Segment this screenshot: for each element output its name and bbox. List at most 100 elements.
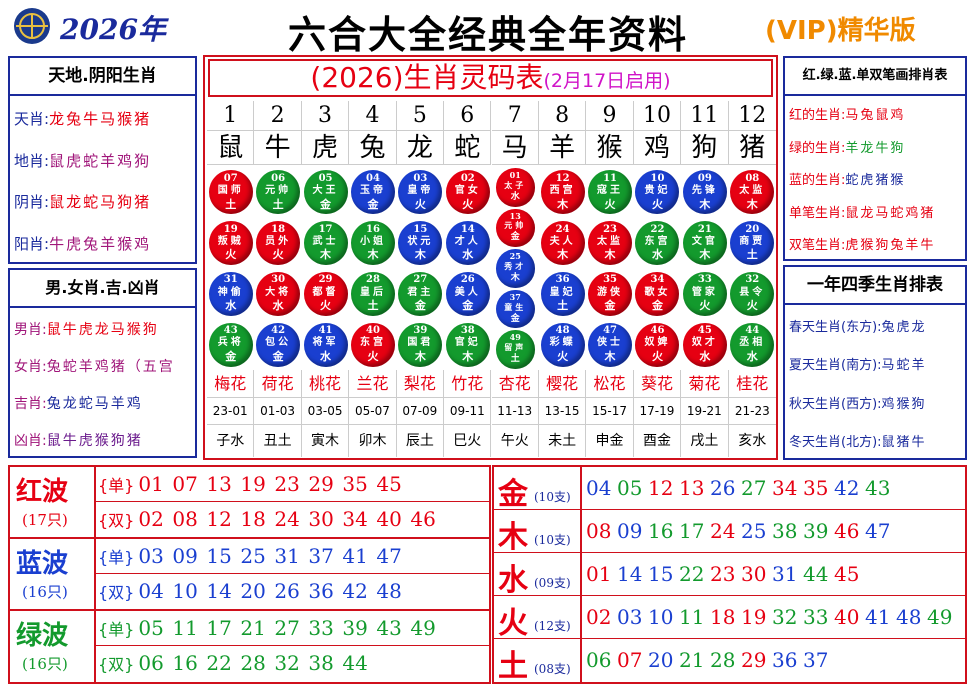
branch: 卯木	[349, 425, 397, 457]
wave-number: 21	[240, 616, 266, 640]
ball-element: 火	[699, 299, 711, 313]
panel-row: 夏天生肖(南方):马蛇羊	[789, 345, 965, 383]
element-number: 27	[741, 476, 767, 500]
wave-tag: {单}	[98, 476, 135, 495]
ball-number: 03	[413, 172, 428, 184]
ball-element: 火	[272, 248, 284, 262]
ball-element: 木	[699, 197, 711, 211]
hours: 23-01	[207, 398, 255, 425]
ball-name: 文官	[691, 235, 718, 247]
flower: 葵花	[633, 370, 682, 398]
branch: 巳火	[444, 425, 492, 457]
element-number: 08	[586, 519, 612, 543]
element-number: 19	[741, 605, 767, 629]
row-label: 夏天生肖(南方):	[789, 358, 882, 374]
ball-element: 火	[604, 197, 616, 211]
ball: 42 包公金	[256, 322, 301, 367]
wave-number: 36	[308, 579, 334, 603]
wave-tag: {单}	[98, 548, 135, 567]
wave-number: 47	[376, 544, 402, 568]
element-number: 40	[834, 605, 860, 629]
ball-name: 东宫	[644, 235, 671, 247]
ball: 22 东宫水	[635, 221, 680, 266]
ball: 45 奴才水	[682, 322, 727, 367]
wave-number: 42	[342, 579, 368, 603]
ball: 12 西宫木	[540, 170, 585, 215]
flower: 兰花	[349, 370, 397, 398]
ball-element: 金	[510, 313, 520, 324]
ball-name: 小姐	[359, 235, 386, 247]
ball-number: 23	[603, 223, 617, 235]
ball-element: 水	[699, 349, 711, 363]
panel-row: 红的生肖:马兔鼠鸡	[789, 98, 965, 131]
divider	[580, 467, 582, 509]
element-number: 31	[772, 562, 798, 586]
ball-name: 官妃	[454, 337, 481, 349]
ball-name: 丞相	[739, 337, 766, 349]
element-number: 01	[586, 562, 612, 586]
ball: 48 彩蝶火	[540, 322, 585, 367]
ball: 11 寇王火	[588, 170, 633, 215]
element-number: 22	[679, 562, 705, 586]
element-number: 48	[896, 605, 922, 629]
ball-number: 45	[697, 325, 712, 337]
row-value: 鼠虎蛇羊鸡狗	[49, 151, 152, 170]
branch: 子水	[207, 425, 255, 457]
element-number: 36	[772, 648, 798, 672]
zodiac: 蛇	[444, 131, 492, 165]
ball-number: 39	[413, 325, 428, 337]
element-number: 43	[865, 476, 891, 500]
ball-element: 金	[414, 299, 426, 313]
element-number: 23	[710, 562, 736, 586]
row-label: 冬天生肖(北方):	[789, 434, 882, 450]
row-value: 鼠牛虎猴狗猪	[46, 433, 143, 449]
wave-number: 29	[308, 472, 334, 496]
column-index: 1	[207, 101, 255, 131]
ball-number: 24	[555, 223, 570, 235]
ball-name: 管家	[691, 286, 718, 298]
ball-name: 叛贼	[217, 235, 244, 247]
branch: 午火	[492, 425, 539, 457]
ball-name: 将军	[312, 337, 339, 349]
ball: 07 国师土	[208, 170, 253, 215]
row-value: 龙兔牛马猴猪	[49, 110, 152, 128]
ball-number: 16	[365, 223, 380, 235]
ball-name: 县令	[739, 286, 766, 298]
ball-number: 02	[460, 172, 475, 184]
panel-row: 阳肖:牛虎兔羊猴鸡	[14, 223, 195, 265]
ball-name: 童生	[504, 302, 527, 312]
ball-element: 土	[272, 197, 284, 211]
row-value: 蛇虎猪猴	[845, 173, 906, 189]
divider	[94, 467, 96, 537]
ball: 09 先锋木	[682, 170, 727, 215]
ball: 08 太监木	[730, 170, 775, 215]
panel-row: 天肖:龙兔牛马猴猪	[14, 98, 195, 140]
element-number: 41	[865, 605, 891, 629]
logo	[14, 8, 50, 44]
ball-number: 17	[318, 223, 333, 235]
ball-element: 木	[320, 248, 332, 262]
element-number: 18	[710, 605, 736, 629]
element-number: 17	[679, 519, 705, 543]
ball-name: 状元	[407, 235, 434, 247]
ball: 47 侠士木	[588, 322, 633, 367]
ball-name: 大王	[312, 185, 339, 197]
divider	[580, 510, 582, 552]
wave-tag: {双}	[98, 655, 135, 674]
panel-row: 单笔生肖:鼠龙马蛇鸡猪	[789, 196, 965, 229]
ball-number: 48	[555, 325, 570, 337]
element-number: 34	[772, 476, 798, 500]
panel-row: 地肖:鼠虎蛇羊鸡狗	[14, 140, 195, 182]
ball-number: 05	[318, 172, 333, 184]
element-name: 木	[498, 520, 528, 555]
wave-row: {双} 04 10 14 20 26 36 42 48	[96, 574, 489, 609]
badge: (VIP)精华版	[765, 16, 916, 46]
wave-number: 37	[308, 544, 334, 568]
panel: 天地.阴阳生肖 天肖:龙兔牛马猴猪 地肖:鼠虎蛇羊鸡狗 阴肖:鼠龙蛇马狗猪 阳肖:牛虎兔…	[8, 56, 197, 264]
ball: 32 县令火	[730, 271, 775, 316]
hours: 21-23	[728, 398, 776, 425]
row-label: 男肖:	[14, 322, 47, 338]
ball: 18 员外火	[256, 221, 301, 266]
panel-row: 冬天生肖(北方):鼠猪牛	[789, 422, 965, 460]
element-number: 07	[617, 648, 643, 672]
